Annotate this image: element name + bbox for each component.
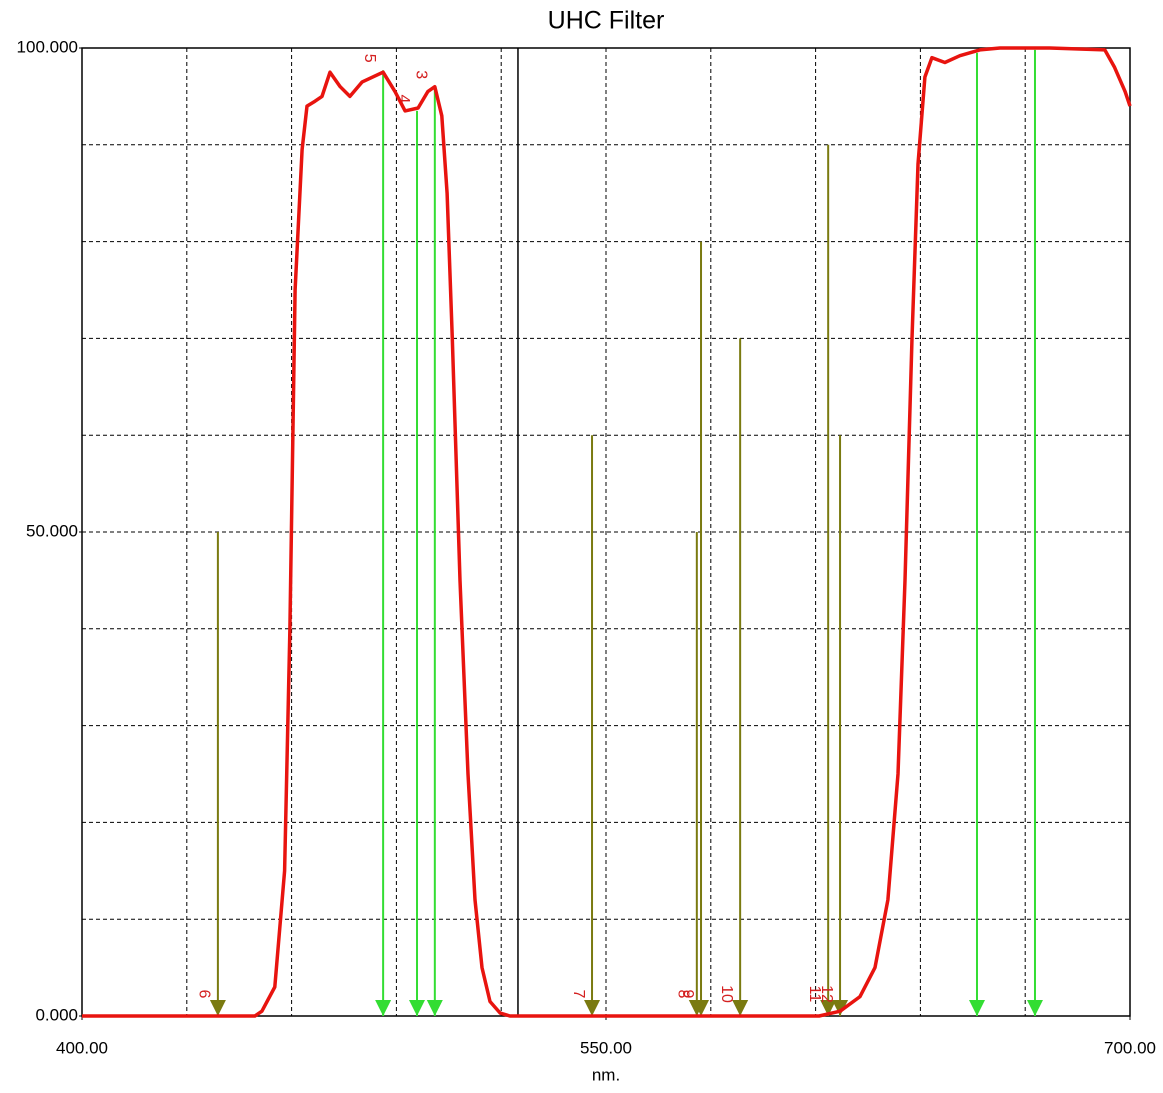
y-tick-label: 0.000 [35,1005,78,1024]
marker-arrow [584,1000,601,1016]
x-tick-label: 700.00 [1104,1038,1156,1057]
marker-arrow [209,1000,226,1016]
marker-arrow [832,1000,849,1016]
x-tick-label: 550.00 [580,1038,632,1057]
marker-label: 3 [413,70,430,79]
marker-arrow [426,1000,443,1016]
marker-label: 7 [570,990,587,999]
chart-title: UHC Filter [548,7,665,35]
marker-arrow [732,1000,749,1016]
marker-label: 11 [806,986,823,1003]
marker-arrow [1026,1000,1043,1016]
marker-arrow [968,1000,985,1016]
transmission-curve [82,46,1132,1018]
marker-label: 10 [718,985,735,1003]
x-tick-label: 400.00 [56,1038,108,1057]
marker-arrow [820,1000,837,1016]
marker-label: 8 [675,990,692,999]
marker-label: 5 [361,54,378,63]
marker-label: 6 [196,990,213,999]
marker-arrow [693,1000,710,1016]
x-axis-label: nm. [592,1065,620,1084]
marker-label: 4 [395,94,412,103]
y-tick-label: 50.000 [26,521,78,540]
marker-label: 12 [818,985,835,1003]
y-tick-label: 100.000 [17,37,78,56]
marker-arrow [409,1000,426,1016]
marker-arrow [375,1000,392,1016]
marker-label: 9 [679,990,696,999]
